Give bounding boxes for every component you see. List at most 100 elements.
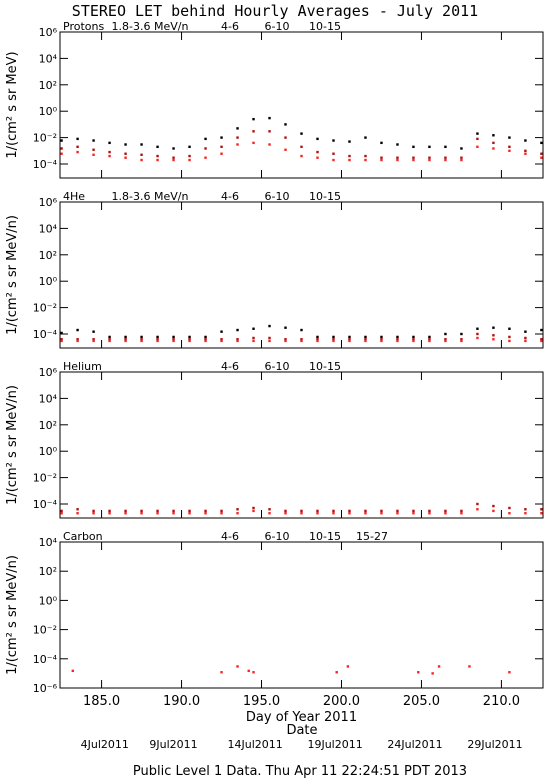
data-point xyxy=(124,512,127,515)
data-point xyxy=(428,335,431,339)
x-axis-label: Day of Year 2011 xyxy=(246,710,357,725)
data-point xyxy=(332,335,335,339)
data-point xyxy=(300,509,303,513)
data-point xyxy=(444,158,447,162)
data-point xyxy=(236,127,239,130)
y-tick-label: 10⁶ xyxy=(39,26,58,39)
data-point xyxy=(476,508,479,511)
panel-label: Carbon xyxy=(63,530,103,543)
data-point xyxy=(524,330,527,333)
data-point xyxy=(380,338,383,341)
date-label: 4Jul2011 xyxy=(81,738,129,751)
data-point xyxy=(156,335,159,339)
data-point xyxy=(428,338,431,341)
data-point xyxy=(252,141,255,145)
data-point xyxy=(444,332,447,336)
y-tick-label: 10⁻⁴ xyxy=(33,158,58,171)
data-point xyxy=(268,512,271,515)
data-point xyxy=(508,149,511,153)
data-point xyxy=(108,154,111,158)
data-point xyxy=(300,145,303,149)
data-point xyxy=(348,335,351,339)
date-label: 9Jul2011 xyxy=(149,738,197,751)
data-point xyxy=(540,152,543,155)
y-axis-label: 1/(cm² s sr MeV) xyxy=(5,51,20,158)
data-point xyxy=(524,339,527,343)
data-point xyxy=(335,671,338,674)
data-point xyxy=(60,339,63,343)
data-point xyxy=(108,512,111,515)
data-point xyxy=(156,512,159,515)
footer: Public Level 1 Data. Thu Apr 11 22:24:51… xyxy=(133,764,467,779)
y-tick-label: 10⁰ xyxy=(39,594,58,607)
data-point xyxy=(108,335,111,339)
data-point xyxy=(108,141,111,145)
data-point xyxy=(156,154,159,158)
data-point xyxy=(380,339,383,343)
data-point xyxy=(396,158,399,162)
data-point xyxy=(140,338,143,341)
data-point xyxy=(492,509,495,513)
data-point xyxy=(316,335,319,339)
data-point xyxy=(236,665,239,668)
data-point xyxy=(492,326,495,329)
data-point xyxy=(428,158,431,162)
data-point xyxy=(316,338,319,341)
y-tick-label: 10⁻⁶ xyxy=(33,682,58,695)
data-point xyxy=(108,338,111,341)
data-point xyxy=(92,512,95,515)
page-title: STEREO LET behind Hourly Averages - July… xyxy=(72,2,478,20)
data-point xyxy=(476,336,479,340)
data-point xyxy=(220,509,223,513)
data-point xyxy=(332,139,335,142)
data-point xyxy=(220,330,223,333)
legend-entry: 6-10 xyxy=(265,20,290,33)
data-point xyxy=(508,327,511,330)
data-point xyxy=(188,509,191,513)
data-point xyxy=(476,137,479,141)
data-point xyxy=(396,335,399,339)
data-point xyxy=(76,339,79,343)
data-point xyxy=(412,509,415,513)
data-point xyxy=(252,336,255,340)
data-point xyxy=(412,512,415,515)
data-point xyxy=(188,512,191,515)
data-point xyxy=(364,335,367,339)
data-point xyxy=(492,334,495,337)
data-point xyxy=(412,339,415,343)
data-point xyxy=(252,327,255,330)
data-point xyxy=(540,156,543,159)
data-point xyxy=(396,338,399,341)
data-point xyxy=(412,338,415,341)
panel-label: Helium xyxy=(63,360,102,373)
data-point xyxy=(124,335,127,339)
data-point xyxy=(476,332,479,336)
data-point xyxy=(140,339,143,343)
y-axis-label: 1/(cm² s sr MeV/n) xyxy=(5,385,20,505)
y-tick-label: 10⁶ xyxy=(39,366,58,379)
data-point xyxy=(108,150,111,154)
data-point xyxy=(156,145,159,149)
y-tick-label: 10⁴ xyxy=(39,222,58,235)
data-point xyxy=(140,509,143,513)
data-point xyxy=(396,509,399,513)
data-point xyxy=(492,141,495,145)
y-tick-label: 10² xyxy=(39,79,57,92)
data-point xyxy=(60,512,63,515)
data-point xyxy=(364,512,367,515)
data-point xyxy=(92,509,95,513)
data-point xyxy=(60,509,63,513)
data-point xyxy=(476,145,479,149)
data-point xyxy=(380,156,383,159)
legend-entry: 6-10 xyxy=(265,530,290,543)
data-point xyxy=(140,143,143,146)
plot-frame xyxy=(59,371,544,519)
data-point xyxy=(468,665,471,668)
data-point xyxy=(236,136,239,139)
data-point xyxy=(220,152,223,155)
data-point xyxy=(540,328,543,332)
data-point xyxy=(156,158,159,162)
data-point xyxy=(316,150,319,154)
y-tick-label: 10⁰ xyxy=(39,105,58,118)
